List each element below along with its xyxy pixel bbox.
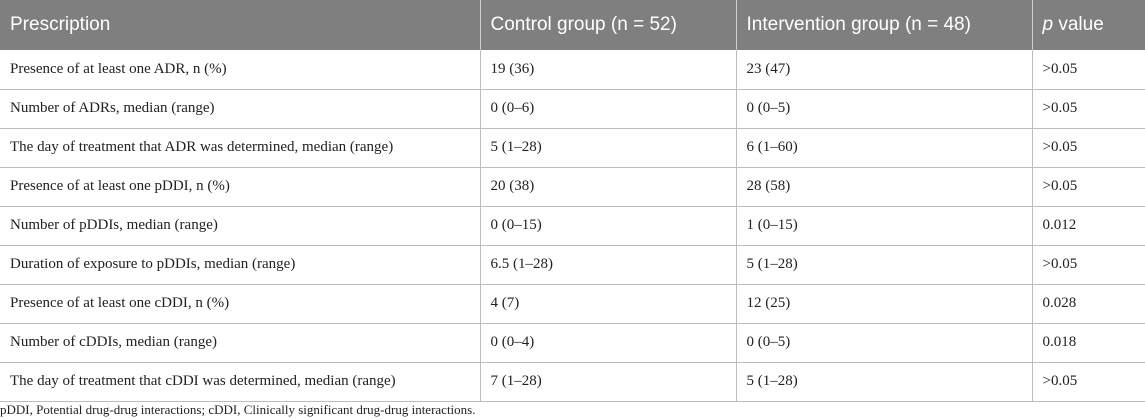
row-control-value: 0 (0–15) [480, 206, 737, 246]
row-intervention-value: 12 (25) [736, 284, 1033, 324]
row-p-value: 0.018 [1032, 323, 1145, 363]
table-row: The day of treatment that ADR was determ… [0, 128, 1145, 168]
row-intervention-value: 28 (58) [736, 167, 1033, 207]
table-footnote: pDDI, Potential drug-drug interactions; … [0, 402, 476, 417]
table-row: Presence of at least one ADR, n (%) 19 (… [0, 50, 1145, 90]
table-header: Prescription Control group (n = 52) Inte… [0, 0, 1145, 50]
header-p-rest: value [1053, 14, 1104, 35]
row-intervention-value: 0 (0–5) [736, 89, 1033, 129]
row-p-value: >0.05 [1032, 50, 1145, 90]
table-row: The day of treatment that cDDI was deter… [0, 362, 1145, 402]
table-row: Number of ADRs, median (range) 0 (0–6) 0… [0, 89, 1145, 129]
row-control-value: 5 (1–28) [480, 128, 737, 168]
header-p-value: p value [1032, 0, 1145, 50]
row-control-value: 20 (38) [480, 167, 737, 207]
header-control-group: Control group (n = 52) [480, 0, 737, 50]
row-control-value: 6.5 (1–28) [480, 245, 737, 285]
header-p-italic: p [1042, 14, 1054, 35]
row-intervention-value: 5 (1–28) [736, 362, 1033, 402]
row-p-value: 0.012 [1032, 206, 1145, 246]
row-p-value: 0.028 [1032, 284, 1145, 324]
row-intervention-value: 23 (47) [736, 50, 1033, 90]
row-control-value: 4 (7) [480, 284, 737, 324]
row-label: Duration of exposure to pDDIs, median (r… [0, 245, 481, 285]
row-intervention-value: 6 (1–60) [736, 128, 1033, 168]
row-p-value: >0.05 [1032, 245, 1145, 285]
row-label: Number of cDDIs, median (range) [0, 323, 481, 363]
row-label: Number of pDDIs, median (range) [0, 206, 481, 246]
row-label: The day of treatment that cDDI was deter… [0, 362, 481, 402]
row-control-value: 7 (1–28) [480, 362, 737, 402]
header-prescription: Prescription [0, 0, 481, 50]
row-p-value: >0.05 [1032, 128, 1145, 168]
row-control-value: 19 (36) [480, 50, 737, 90]
table-row: Number of pDDIs, median (range) 0 (0–15)… [0, 206, 1145, 246]
row-intervention-value: 0 (0–5) [736, 323, 1033, 363]
header-row: Prescription Control group (n = 52) Inte… [0, 0, 1145, 50]
table-row: Presence of at least one pDDI, n (%) 20 … [0, 167, 1145, 207]
row-control-value: 0 (0–4) [480, 323, 737, 363]
results-table-container: Prescription Control group (n = 52) Inte… [0, 0, 1145, 402]
row-p-value: >0.05 [1032, 362, 1145, 402]
row-intervention-value: 1 (0–15) [736, 206, 1033, 246]
header-intervention-group: Intervention group (n = 48) [736, 0, 1033, 50]
row-label: Presence of at least one cDDI, n (%) [0, 284, 481, 324]
row-label: The day of treatment that ADR was determ… [0, 128, 481, 168]
table-body: Presence of at least one ADR, n (%) 19 (… [0, 50, 1145, 402]
row-intervention-value: 5 (1–28) [736, 245, 1033, 285]
row-label: Number of ADRs, median (range) [0, 89, 481, 129]
row-control-value: 0 (0–6) [480, 89, 737, 129]
table-row: Presence of at least one cDDI, n (%) 4 (… [0, 284, 1145, 324]
table-row: Duration of exposure to pDDIs, median (r… [0, 245, 1145, 285]
row-p-value: >0.05 [1032, 89, 1145, 129]
table-row: Number of cDDIs, median (range) 0 (0–4) … [0, 323, 1145, 363]
row-label: Presence of at least one ADR, n (%) [0, 50, 481, 90]
row-label: Presence of at least one pDDI, n (%) [0, 167, 481, 207]
results-table: Prescription Control group (n = 52) Inte… [0, 0, 1145, 402]
row-p-value: >0.05 [1032, 167, 1145, 207]
